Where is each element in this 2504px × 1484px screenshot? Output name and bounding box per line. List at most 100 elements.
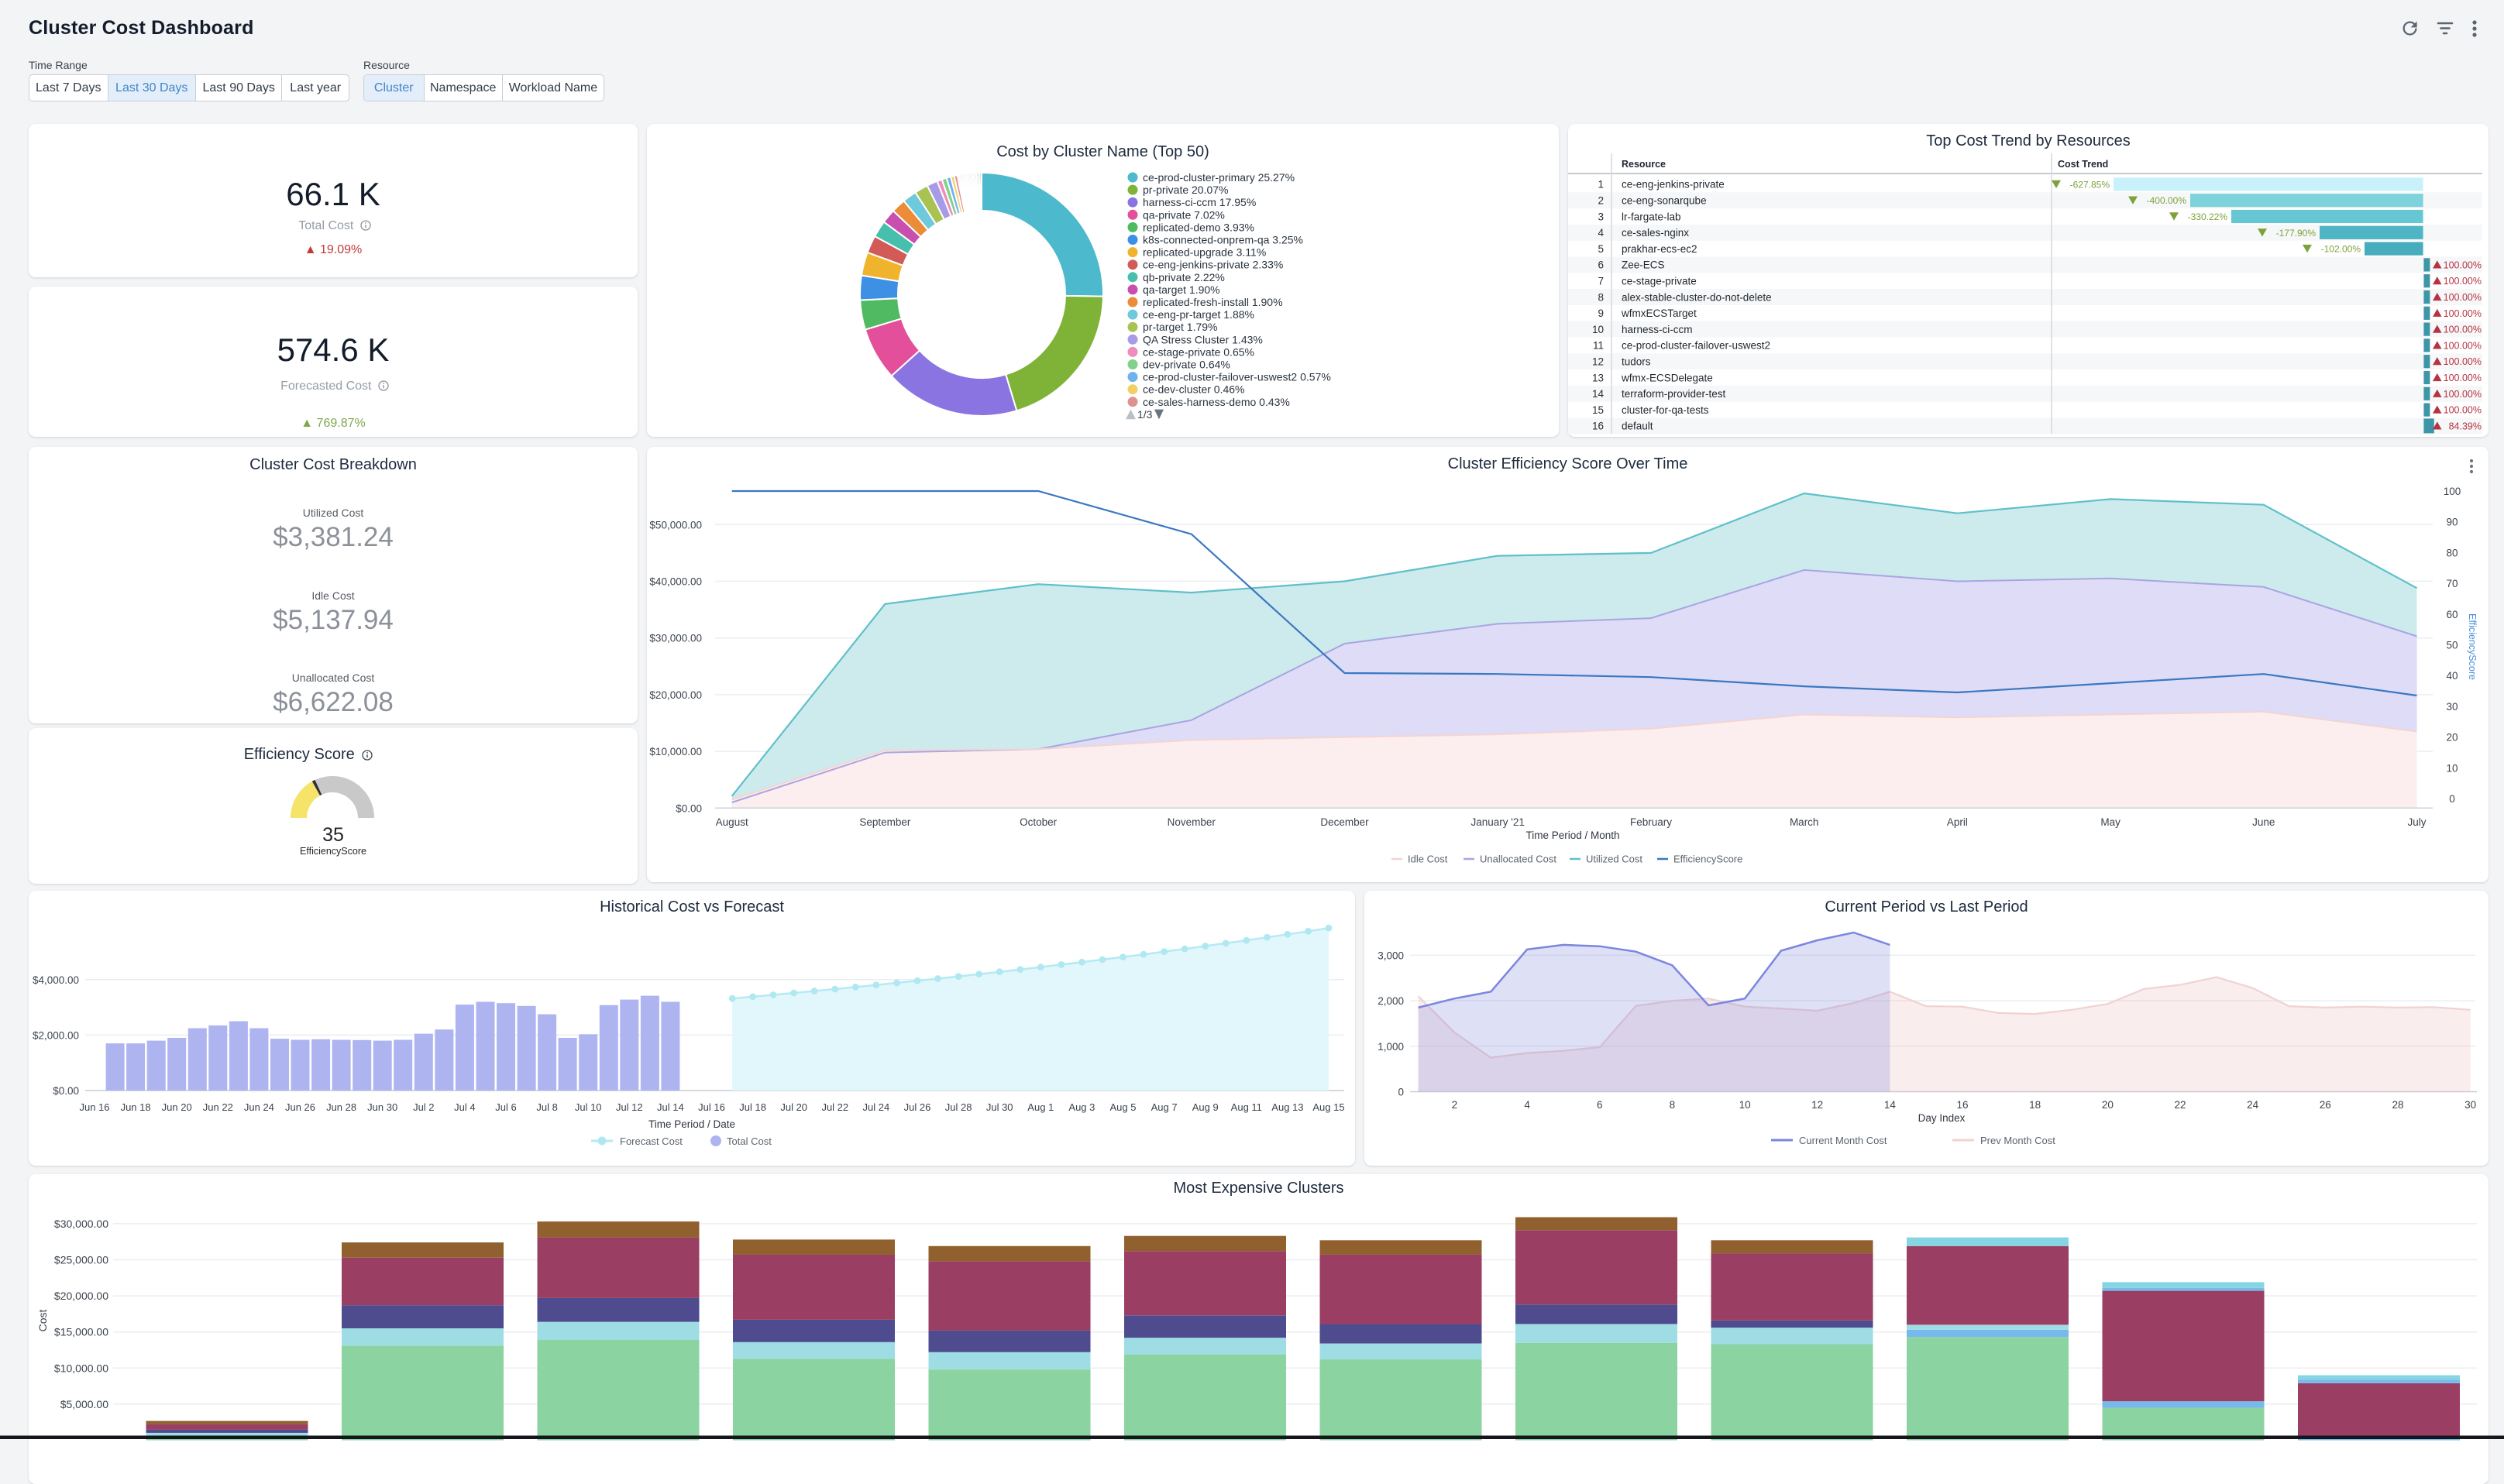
svg-text:ce-eng-jenkins-private: ce-eng-jenkins-private <box>1622 179 1725 191</box>
svg-text:Aug 9: Aug 9 <box>1192 1101 1219 1113</box>
svg-text:$15,000.00: $15,000.00 <box>54 1326 108 1338</box>
svg-text:6: 6 <box>1597 1099 1603 1111</box>
svg-text:100: 100 <box>2444 486 2461 497</box>
svg-text:Aug 1: Aug 1 <box>1027 1101 1054 1113</box>
svg-text:30: 30 <box>2446 701 2458 713</box>
svg-text:0: 0 <box>2449 793 2455 805</box>
svg-text:wfmx-ECSDelegate: wfmx-ECSDelegate <box>1621 372 1713 383</box>
svg-text:November: November <box>1168 816 1216 828</box>
svg-text:terraform-provider-test: terraform-provider-test <box>1622 388 1726 400</box>
svg-text:ce-eng-jenkins-private 2.33%: ce-eng-jenkins-private 2.33% <box>1143 259 1283 271</box>
svg-text:Total Cost: Total Cost <box>727 1135 772 1147</box>
svg-text:Jul 8: Jul 8 <box>536 1101 557 1113</box>
svg-text:January '21: January '21 <box>1471 816 1525 828</box>
svg-text:$25,000.00: $25,000.00 <box>54 1254 108 1266</box>
svg-text:1,000: 1,000 <box>1378 1041 1404 1053</box>
svg-text:8: 8 <box>1670 1099 1676 1111</box>
svg-text:ce-stage-private 0.65%: ce-stage-private 0.65% <box>1143 345 1254 358</box>
svg-text:Jun 30: Jun 30 <box>367 1101 397 1113</box>
svg-text:dev-private 0.64%: dev-private 0.64% <box>1143 359 1230 371</box>
svg-text:Jul 6: Jul 6 <box>495 1101 516 1113</box>
svg-text:10: 10 <box>1592 324 1604 335</box>
svg-text:18: 18 <box>2029 1099 2041 1111</box>
svg-text:100.00%: 100.00% <box>2444 292 2482 303</box>
svg-text:12: 12 <box>1592 356 1604 368</box>
svg-text:qb-private 2.22%: qb-private 2.22% <box>1143 271 1225 283</box>
svg-text:Time Period / Month: Time Period / Month <box>1525 830 1619 841</box>
svg-text:May: May <box>2100 816 2120 828</box>
svg-text:Forecast Cost: Forecast Cost <box>620 1135 683 1147</box>
svg-text:20: 20 <box>2446 732 2458 744</box>
svg-text:16: 16 <box>1956 1099 1968 1111</box>
svg-text:4: 4 <box>1524 1099 1530 1111</box>
svg-text:Day Index: Day Index <box>1918 1112 1966 1124</box>
svg-text:replicated-demo 3.93%: replicated-demo 3.93% <box>1143 221 1254 233</box>
svg-text:ce-prod-cluster-failover-uswes: ce-prod-cluster-failover-uswest2 <box>1622 340 1770 352</box>
svg-text:60: 60 <box>2446 609 2458 620</box>
svg-text:July: July <box>2407 816 2426 828</box>
svg-text:Jul 14: Jul 14 <box>657 1101 684 1113</box>
svg-text:100.00%: 100.00% <box>2444 325 2482 335</box>
svg-text:April: April <box>1947 816 1968 828</box>
svg-text:Jul 22: Jul 22 <box>821 1101 848 1113</box>
svg-text:$0.00: $0.00 <box>676 802 702 814</box>
svg-text:Aug 5: Aug 5 <box>1110 1101 1137 1113</box>
svg-text:-627.85%: -627.85% <box>2070 179 2110 190</box>
svg-text:ce-sales-nginx: ce-sales-nginx <box>1622 227 1689 239</box>
svg-text:$50,000.00: $50,000.00 <box>649 519 702 531</box>
svg-text:Idle Cost: Idle Cost <box>1408 854 1448 865</box>
svg-text:qa-private 7.02%: qa-private 7.02% <box>1143 208 1225 221</box>
svg-text:10: 10 <box>2446 762 2458 774</box>
svg-text:-102.00%: -102.00% <box>2321 244 2361 255</box>
svg-text:Aug 7: Aug 7 <box>1151 1101 1178 1113</box>
svg-text:Jul 4: Jul 4 <box>454 1101 475 1113</box>
svg-text:October: October <box>1020 816 1058 828</box>
svg-text:100.00%: 100.00% <box>2444 308 2482 319</box>
svg-text:Jul 2: Jul 2 <box>413 1101 434 1113</box>
svg-text:-400.00%: -400.00% <box>2147 195 2187 206</box>
svg-text:13: 13 <box>1592 372 1604 383</box>
svg-text:Jun 22: Jun 22 <box>203 1101 233 1113</box>
svg-text:22: 22 <box>2174 1099 2186 1111</box>
svg-text:Jul 18: Jul 18 <box>739 1101 766 1113</box>
svg-text:$4,000.00: $4,000.00 <box>33 974 79 986</box>
svg-text:EfficiencyScore: EfficiencyScore <box>2467 613 2478 680</box>
svg-text:Cost Trend: Cost Trend <box>2058 159 2108 170</box>
svg-text:10: 10 <box>1739 1099 1751 1111</box>
svg-text:80: 80 <box>2446 547 2458 558</box>
svg-text:June: June <box>2252 816 2275 828</box>
svg-text:15: 15 <box>1592 404 1604 416</box>
svg-text:Aug 3: Aug 3 <box>1068 1101 1095 1113</box>
svg-text:harness-ci-ccm: harness-ci-ccm <box>1622 324 1693 335</box>
svg-text:qa-target 1.90%: qa-target 1.90% <box>1143 283 1220 296</box>
svg-text:ce-sales-harness-demo 0.43%: ce-sales-harness-demo 0.43% <box>1143 396 1290 408</box>
svg-text:90: 90 <box>2446 517 2458 528</box>
svg-text:cluster-for-qa-tests: cluster-for-qa-tests <box>1622 404 1709 416</box>
svg-text:2: 2 <box>1598 195 1604 207</box>
svg-text:September: September <box>859 816 911 828</box>
svg-text:Zee-ECS: Zee-ECS <box>1622 259 1665 271</box>
svg-text:Jun 18: Jun 18 <box>121 1101 151 1113</box>
svg-text:11: 11 <box>1593 340 1604 352</box>
svg-text:3,000: 3,000 <box>1378 950 1404 961</box>
svg-text:70: 70 <box>2446 578 2458 589</box>
svg-text:lr-fargate-lab: lr-fargate-lab <box>1622 211 1681 222</box>
svg-text:2,000: 2,000 <box>1378 995 1404 1007</box>
svg-text:-330.22%: -330.22% <box>2188 211 2228 222</box>
svg-text:Jul 16: Jul 16 <box>698 1101 725 1113</box>
svg-text:Aug 13: Aug 13 <box>1271 1101 1303 1113</box>
svg-text:26: 26 <box>2320 1099 2331 1111</box>
svg-text:100.00%: 100.00% <box>2444 356 2482 367</box>
svg-text:Time Period / Date: Time Period / Date <box>648 1118 735 1130</box>
svg-text:December: December <box>1320 816 1369 828</box>
svg-text:Jun 20: Jun 20 <box>162 1101 192 1113</box>
svg-text:100.00%: 100.00% <box>2444 389 2482 400</box>
svg-text:14: 14 <box>1592 388 1605 400</box>
svg-text:7: 7 <box>1598 276 1604 287</box>
svg-text:Jul 24: Jul 24 <box>863 1101 890 1113</box>
svg-text:100.00%: 100.00% <box>2444 276 2482 287</box>
svg-text:$10,000.00: $10,000.00 <box>649 746 702 757</box>
svg-text:4: 4 <box>1598 227 1604 239</box>
svg-text:Utilized Cost: Utilized Cost <box>1586 854 1642 865</box>
svg-text:harness-ci-ccm 17.95%: harness-ci-ccm 17.95% <box>1143 196 1256 208</box>
